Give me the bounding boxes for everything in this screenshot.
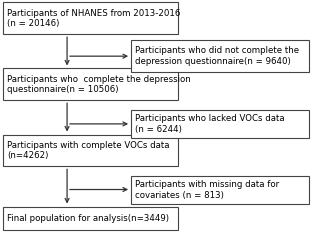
FancyBboxPatch shape bbox=[3, 2, 178, 34]
Text: Participants who  complete the depression
questionnaire(n = 10506): Participants who complete the depression… bbox=[7, 75, 191, 94]
Text: Participants with complete VOCs data
(n=4262): Participants with complete VOCs data (n=… bbox=[7, 141, 169, 160]
Text: Participants who did not complete the
depression questionnaire(n = 9640): Participants who did not complete the de… bbox=[135, 46, 299, 66]
FancyBboxPatch shape bbox=[3, 68, 178, 100]
Text: Participants of NHANES from 2013-2016
(n = 20146): Participants of NHANES from 2013-2016 (n… bbox=[7, 8, 180, 28]
Text: Participants who lacked VOCs data
(n = 6244): Participants who lacked VOCs data (n = 6… bbox=[135, 114, 285, 134]
FancyBboxPatch shape bbox=[131, 176, 309, 204]
FancyBboxPatch shape bbox=[131, 110, 309, 138]
FancyBboxPatch shape bbox=[3, 206, 178, 230]
Text: Participants with missing data for
covariates (n = 813): Participants with missing data for covar… bbox=[135, 180, 279, 200]
FancyBboxPatch shape bbox=[131, 40, 309, 72]
FancyBboxPatch shape bbox=[3, 135, 178, 166]
Text: Final population for analysis(n=3449): Final population for analysis(n=3449) bbox=[7, 214, 169, 223]
